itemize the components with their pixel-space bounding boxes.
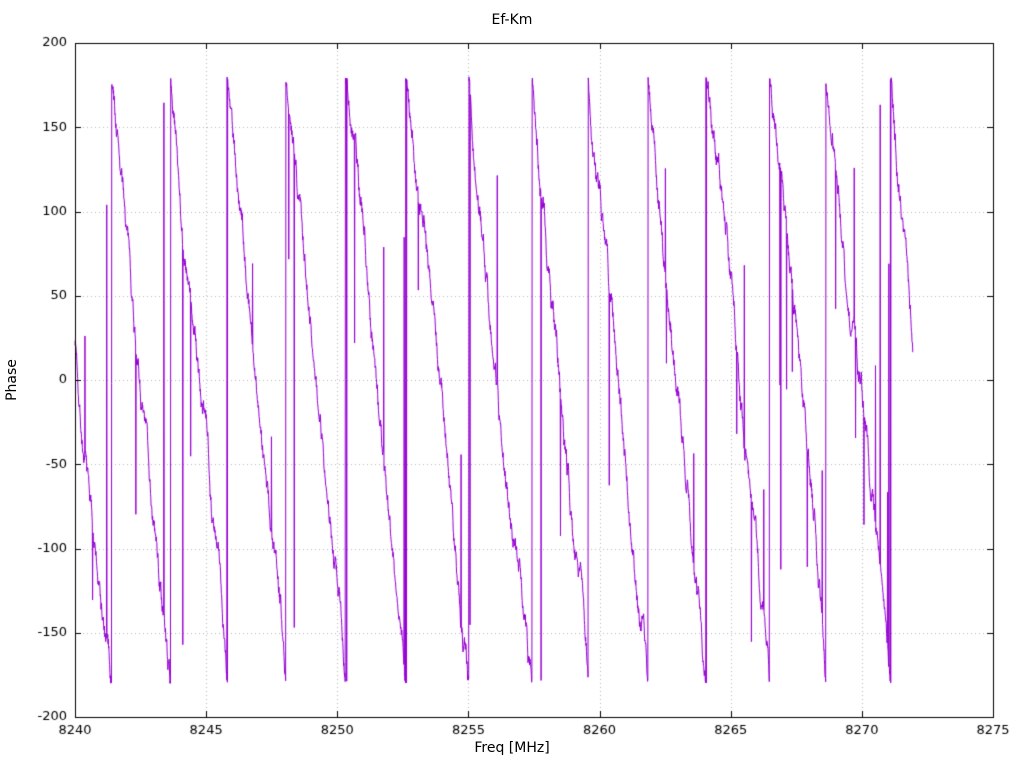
y-axis-label: Phase bbox=[4, 359, 20, 401]
x-axis-label: Freq [MHz] bbox=[474, 740, 550, 756]
chart-title: Ef-Km bbox=[491, 12, 533, 28]
